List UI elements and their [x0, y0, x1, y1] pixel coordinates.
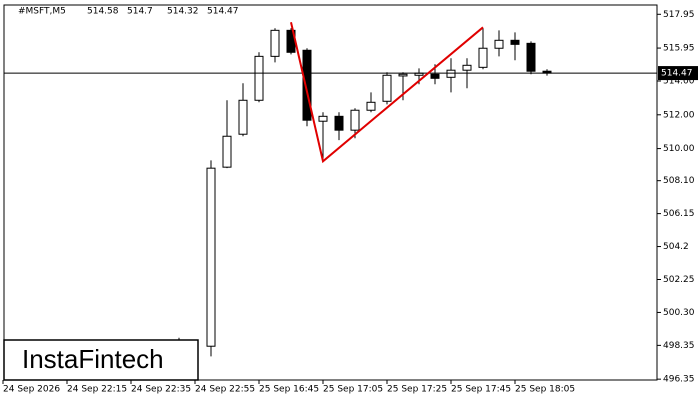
- x-tick-label: 25 Sep 16:45: [259, 385, 319, 395]
- y-tick-label: 515.95: [663, 44, 695, 54]
- candle-body: [398, 73, 408, 77]
- price-label: 514.47: [661, 69, 693, 79]
- symbol: #MSFT,M5: [18, 7, 66, 17]
- header-value: 514.47: [207, 7, 239, 17]
- y-tick-label: 512.00: [663, 110, 695, 120]
- candle-body: [318, 115, 328, 122]
- x-tick-label: 25 Sep 17:25: [387, 385, 447, 395]
- x-tick-label: 24 Sep 22:55: [195, 385, 255, 395]
- plot-frame: [3, 4, 658, 381]
- candle-body: [494, 39, 504, 49]
- candle-body: [446, 69, 456, 78]
- x-tick-label: 24 Sep 22:15: [67, 385, 127, 395]
- candle-body: [366, 101, 376, 111]
- candle-body: [382, 74, 392, 102]
- y-tick-label: 498.35: [663, 341, 695, 351]
- y-tick-label: 514.00: [663, 77, 695, 87]
- header-value: 514.32: [167, 7, 199, 17]
- header-value: 514.58: [87, 7, 119, 17]
- candle-body: [270, 29, 280, 57]
- y-tick-label: 510.00: [663, 144, 695, 154]
- y-tick-label: 504.2: [663, 242, 689, 252]
- y-tick-label: 496.35: [663, 375, 695, 385]
- price-label-box: [658, 66, 698, 81]
- candle-body: [526, 42, 536, 72]
- candle-body: [478, 47, 488, 68]
- candle-body: [462, 64, 472, 71]
- candle-body: [238, 99, 248, 135]
- candle-body: [350, 109, 360, 131]
- logo-box: [3, 339, 199, 381]
- candle-body: [334, 115, 344, 131]
- logo: InstaFintech: [22, 344, 164, 374]
- x-tick-label: 25 Sep 18:05: [515, 385, 575, 395]
- x-tick-label: 25 Sep 17:05: [323, 385, 383, 395]
- candle-body: [510, 39, 520, 45]
- candle-body: [222, 135, 232, 168]
- x-tick-label: 24 Sep 2026: [3, 385, 60, 395]
- y-tick-label: 502.25: [663, 275, 695, 285]
- candle-body: [206, 167, 216, 347]
- candle-body: [430, 73, 440, 79]
- candle-body: [302, 49, 312, 121]
- y-tick-label: 500.30: [663, 308, 695, 318]
- y-tick-label: 506.15: [663, 209, 695, 219]
- y-tick-label: 508.10: [663, 176, 695, 186]
- y-tick-label: 517.95: [663, 10, 695, 20]
- candle-body: [254, 55, 264, 101]
- pattern-line: [290, 22, 484, 164]
- x-tick-label: 24 Sep 22:35: [131, 385, 191, 395]
- header-value: 514.7: [127, 7, 153, 17]
- x-tick-label: 25 Sep 17:45: [451, 385, 511, 395]
